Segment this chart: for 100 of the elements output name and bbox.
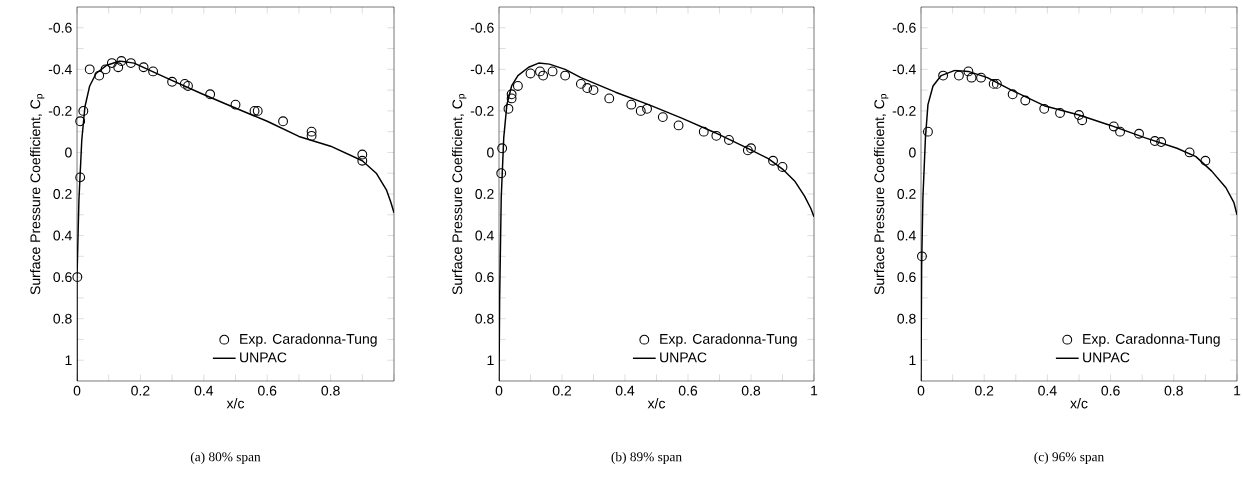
y-tick-label: 1	[65, 355, 72, 366]
y-tick-label: 0.6	[897, 272, 916, 283]
point	[183, 81, 193, 91]
y-tick-label: 0.4	[897, 230, 916, 241]
point	[503, 103, 514, 114]
x-tick-label: 0	[917, 385, 925, 396]
point	[768, 155, 778, 166]
x-tick-label: 0.6	[1101, 385, 1120, 396]
y-tick-label: 0.6	[53, 272, 72, 283]
point	[963, 66, 974, 77]
y-tick-label: -0.6	[892, 22, 916, 33]
point	[138, 62, 149, 73]
point	[560, 70, 571, 81]
legend-label: UNPAC	[660, 352, 707, 363]
point	[100, 64, 111, 75]
x-tick-label: 1	[1234, 385, 1241, 396]
point	[1039, 103, 1050, 114]
x-tick-label: 0.6	[678, 385, 698, 396]
point	[125, 58, 136, 69]
y-axis-title: Surface Pressure Coefficient, C$_{p}$	[451, 94, 467, 295]
point	[953, 70, 964, 81]
y-tick-label: 0	[65, 147, 72, 158]
point	[179, 78, 190, 89]
point	[1184, 147, 1195, 158]
x-tick-label: 0.6	[258, 385, 277, 396]
point	[917, 251, 927, 262]
point	[1156, 137, 1167, 147]
point	[966, 72, 977, 83]
point	[84, 64, 95, 75]
point	[938, 70, 949, 81]
y-tick-label: 1	[487, 355, 494, 366]
point	[582, 83, 593, 93]
point	[1077, 115, 1088, 126]
point	[698, 126, 709, 137]
point	[75, 172, 86, 183]
y-tick-label: 0.2	[897, 189, 916, 199]
point	[1074, 110, 1084, 120]
y-tick-label: -0.6	[48, 22, 72, 33]
x-tick-label: 0.2	[552, 385, 572, 396]
x-tick-label: 0.4	[1038, 385, 1057, 396]
point	[1149, 136, 1160, 146]
x-axis-title: x/c	[647, 398, 666, 409]
point	[306, 130, 317, 141]
y-tick-label: 0	[487, 147, 494, 158]
point	[357, 149, 368, 160]
y-tick-label: 1	[909, 355, 916, 366]
x-tick-label: 0.8	[1164, 385, 1183, 396]
y-tick-label: -0.2	[48, 105, 72, 116]
point	[657, 112, 668, 123]
point	[724, 135, 734, 145]
y-axis-title: Surface Pressure Coefficient, C$_{p}$	[873, 94, 889, 295]
point	[976, 72, 986, 83]
point	[167, 76, 178, 87]
point	[506, 89, 517, 100]
point	[1115, 126, 1126, 137]
point	[306, 126, 317, 137]
point	[113, 62, 124, 73]
y-tick-label: -0.4	[470, 64, 494, 75]
point	[496, 168, 507, 179]
point	[588, 85, 599, 96]
y-tick-label: -0.4	[48, 64, 72, 75]
legend-label: Exp. Caradonna-Tung	[1083, 333, 1220, 347]
x-tick-label: 0	[73, 385, 81, 396]
y-tick-label: 0.8	[897, 313, 916, 324]
x-tick-label: 0.4	[615, 385, 635, 396]
point	[1055, 108, 1065, 118]
legend-label: Exp. Caradonna-Tung	[660, 333, 797, 347]
point	[357, 155, 368, 166]
legend-label: UNPAC	[240, 352, 287, 363]
point	[116, 56, 127, 66]
point	[148, 66, 159, 77]
point	[94, 70, 105, 81]
y-tick-label: -0.4	[892, 64, 916, 75]
point	[106, 58, 117, 69]
point	[746, 143, 756, 154]
x-tick-label: 0.8	[321, 385, 340, 396]
y-tick-label: 0.6	[475, 272, 494, 283]
x-tick-label: 0.8	[741, 385, 761, 396]
point	[923, 126, 933, 137]
point	[75, 116, 86, 127]
point	[1200, 155, 1211, 166]
point	[777, 162, 788, 172]
y-tick-label: 0.8	[475, 313, 494, 324]
point	[1134, 128, 1144, 139]
text: (c) 96% span	[1034, 451, 1104, 465]
point	[673, 120, 684, 131]
y-tick-label: -0.2	[892, 105, 916, 116]
y-tick-label: 0.2	[475, 189, 494, 199]
point	[1007, 89, 1018, 100]
point	[711, 130, 722, 141]
y-tick-label: 0	[909, 147, 916, 158]
point	[78, 105, 89, 116]
point	[575, 78, 586, 89]
point	[512, 81, 523, 91]
point	[525, 68, 536, 79]
y-tick-label: 0.4	[475, 230, 494, 241]
text: (a) 80% span	[190, 451, 261, 465]
point	[535, 66, 545, 77]
y-tick-label: 0.2	[53, 189, 72, 199]
y-tick-label: 0.4	[53, 230, 72, 241]
